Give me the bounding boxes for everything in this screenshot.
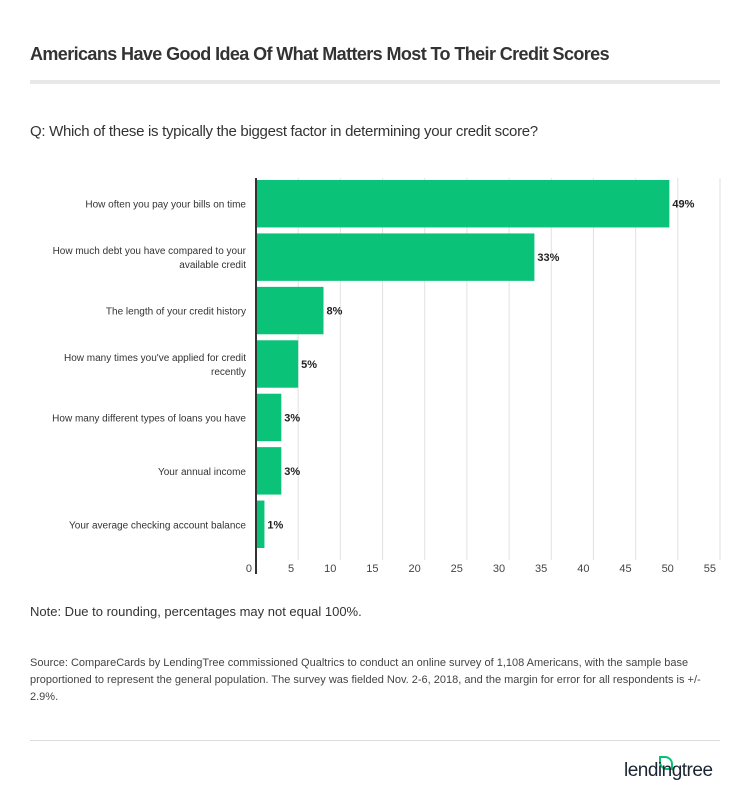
x-tick-label: 40 xyxy=(577,563,589,575)
rounding-note: Note: Due to rounding, percentages may n… xyxy=(30,604,362,619)
bar xyxy=(256,447,282,495)
category-label: How much debt you have compared to your xyxy=(53,246,247,257)
bar xyxy=(256,180,670,228)
bar xyxy=(256,286,324,335)
category-label: The length of your credit history xyxy=(106,307,246,318)
data-label: 8% xyxy=(326,306,342,318)
x-tick-label: 15 xyxy=(366,563,378,575)
x-tick-label: 10 xyxy=(324,563,336,575)
x-tick-label: 35 xyxy=(535,563,547,575)
bar-chart: 0 5 10 15 20 25 30 35 40 45 50 55 49% How often you p… xyxy=(52,178,721,575)
data-label: 33% xyxy=(537,252,559,264)
x-tick-label: 50 xyxy=(662,563,674,575)
chart-title: Americans Have Good Idea Of What Matters… xyxy=(30,44,610,64)
bar xyxy=(256,393,282,442)
category-label: available credit xyxy=(179,260,246,271)
footer-divider xyxy=(30,740,720,741)
data-label: 5% xyxy=(301,359,317,371)
bar xyxy=(256,233,535,281)
x-tick-label: 0 xyxy=(246,563,252,575)
x-tick-label: 45 xyxy=(619,563,631,575)
category-label: Your annual income xyxy=(158,467,246,478)
x-tick-label: 5 xyxy=(288,563,294,575)
lendingtree-logo: lendingtree xyxy=(624,760,713,781)
title-divider xyxy=(30,80,720,84)
bar xyxy=(256,340,299,388)
category-label: recently xyxy=(211,367,246,378)
category-label: How many different types of loans you ha… xyxy=(52,413,246,424)
category-label: Your average checking account balance xyxy=(69,520,246,531)
category-label: How often you pay your bills on time xyxy=(85,200,246,211)
leaf-icon xyxy=(659,756,673,770)
x-tick-label: 25 xyxy=(451,563,463,575)
bar xyxy=(256,500,265,548)
data-label: 3% xyxy=(284,466,300,478)
x-tick-label: 20 xyxy=(408,563,420,575)
category-label: How many times you've applied for credit xyxy=(64,353,246,364)
x-tick-label: 30 xyxy=(493,563,505,575)
data-label: 1% xyxy=(267,519,283,531)
x-tick-label: 55 xyxy=(704,563,716,575)
question-subtitle: Q: Which of these is typically the bigge… xyxy=(30,123,538,140)
data-label: 49% xyxy=(672,199,694,211)
data-label: 3% xyxy=(284,412,300,424)
source-text: Source: CompareCards by LendingTree comm… xyxy=(30,657,701,703)
